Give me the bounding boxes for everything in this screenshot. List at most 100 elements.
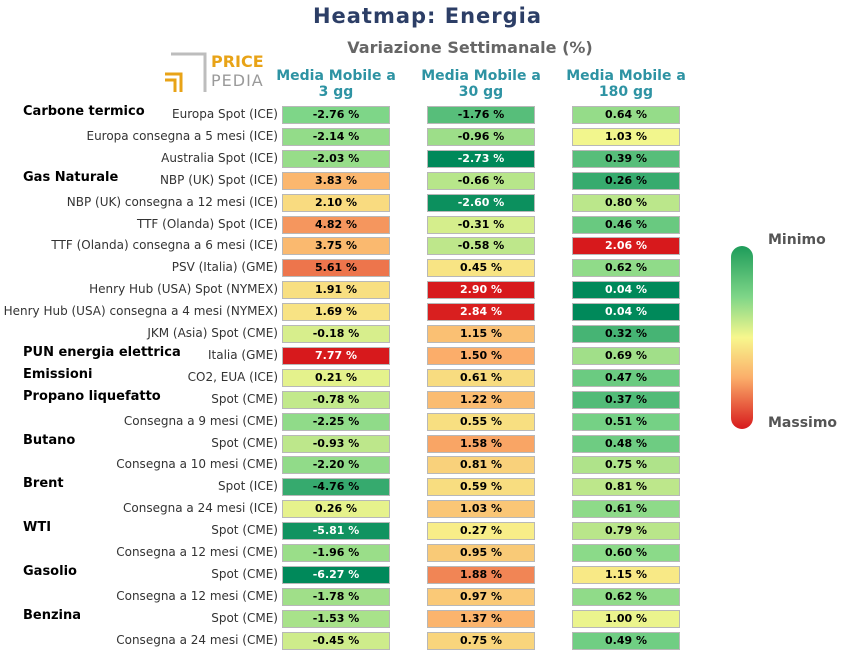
heatmap-cell: 2.10 %: [282, 193, 390, 212]
legend-color-scale: [731, 246, 753, 429]
legend-min-label: Minimo: [768, 232, 826, 248]
heatmap-cell: 5.61 %: [282, 259, 390, 278]
row-label: Italia (GME): [207, 347, 278, 362]
row-label: Spot (CME): [211, 610, 278, 625]
row-label: Spot (ICE): [218, 479, 278, 494]
row-label: JKM (Asia) Spot (CME): [147, 326, 278, 340]
row-category-label: PUN energia elettrica: [23, 344, 181, 360]
row-label: TTF (Olanda) Spot (ICE): [136, 216, 278, 231]
heatmap-cell: 0.81 %: [572, 478, 680, 497]
row-label: Henry Hub (USA) consegna a 4 mesi (NYMEX…: [3, 304, 278, 319]
row-label: Consegna a 9 mesi (CME): [123, 413, 278, 428]
row-label: NBP (UK) Spot (ICE): [159, 172, 278, 187]
heatmap-cell: 0.26 %: [572, 171, 680, 190]
heatmap-cell: 0.04 %: [572, 281, 680, 300]
heatmap-cell: 0.04 %: [572, 303, 680, 322]
heatmap-cell: 0.79 %: [572, 522, 680, 541]
column-header: Media Mobile a 30 gg: [416, 68, 546, 100]
heatmap-cell: -1.76 %: [427, 106, 535, 124]
row-label: Europa consegna a 5 mesi (ICE): [86, 128, 278, 143]
row-label: Consegna a 24 mesi (CME): [116, 632, 278, 647]
heatmap-cell: 0.97 %: [427, 587, 535, 606]
heatmap-cell: 0.21 %: [282, 368, 390, 387]
heatmap-cell: -0.96 %: [427, 127, 535, 146]
heatmap-cell: 0.55 %: [427, 412, 535, 431]
heatmap-cell: 1.03 %: [572, 127, 680, 146]
heatmap-cell: 0.37 %: [572, 390, 680, 409]
pricepedia-logo: PRICE PEDIA: [163, 52, 264, 94]
row-category-label: Carbone termico: [23, 104, 145, 119]
row-label: Spot (CME): [211, 523, 278, 538]
row-category-label: Benzina: [23, 607, 82, 623]
heatmap-cell: 1.88 %: [427, 565, 535, 584]
heatmap-cell: 1.58 %: [427, 434, 535, 453]
row-label: Spot (CME): [211, 435, 278, 450]
heatmap-cell: 0.27 %: [427, 522, 535, 541]
logo-text-price: PRICE: [211, 52, 264, 71]
column-header-line1: Media Mobile a: [276, 68, 396, 84]
heatmap-cell: -0.18 %: [282, 325, 390, 343]
row-category-label: Brent: [23, 476, 64, 492]
chart-title: Heatmap: Energia: [312, 4, 543, 28]
row-label: Spot (CME): [211, 566, 278, 581]
row-category-label: Butano: [23, 432, 76, 448]
heatmap-cell: 2.90 %: [427, 281, 535, 300]
heatmap-cell: 1.91 %: [282, 281, 390, 300]
heatmap-cell: 1.37 %: [427, 609, 535, 628]
row-label: CO2, EUA (ICE): [187, 369, 278, 384]
heatmap-cell: 0.46 %: [572, 215, 680, 234]
heatmap-cell: 0.75 %: [572, 456, 680, 475]
heatmap-cell: -0.31 %: [427, 215, 535, 234]
heatmap-cell: 3.83 %: [282, 171, 390, 190]
column-header: Media Mobile a 180 gg: [561, 68, 691, 100]
row-category-label: Gasolio: [23, 563, 77, 579]
heatmap-cell: 0.61 %: [427, 368, 535, 387]
column-header-line1: Media Mobile a: [566, 68, 686, 84]
heatmap-cell: 0.81 %: [427, 456, 535, 475]
heatmap-cell: 0.51 %: [572, 412, 680, 431]
heatmap-cell: 0.64 %: [572, 106, 680, 124]
row-label: Australia Spot (ICE): [161, 150, 278, 165]
heatmap-cell: 1.15 %: [572, 565, 680, 584]
heatmap-cell: -0.45 %: [282, 631, 390, 650]
row-label: PSV (Italia) (GME): [171, 260, 278, 275]
heatmap-cell: 0.62 %: [572, 587, 680, 606]
heatmap-cell: 0.39 %: [572, 149, 680, 168]
heatmap-cell: -2.73 %: [427, 149, 535, 168]
heatmap-cell: -6.27 %: [282, 565, 390, 584]
row-label: Consegna a 12 mesi (CME): [116, 588, 278, 603]
legend-max-label: Massimo: [768, 415, 838, 431]
heatmap-cell: -0.78 %: [282, 390, 390, 409]
column-header-line2: 180 gg: [598, 84, 654, 100]
heatmap-cell: 0.48 %: [572, 434, 680, 453]
row-category-label: Propano liquefatto: [23, 388, 161, 404]
heatmap-cell: -5.81 %: [282, 522, 390, 541]
heatmap-cell: 0.47 %: [572, 368, 680, 387]
heatmap-cell: -2.25 %: [282, 412, 390, 431]
heatmap-cell: 0.95 %: [427, 544, 535, 562]
chart-subtitle: Variazione Settimanale (%): [347, 38, 593, 57]
row-label: Henry Hub (USA) Spot (NYMEX): [89, 282, 278, 297]
heatmap-cell: 0.32 %: [572, 325, 680, 343]
heatmap-cell: -1.96 %: [282, 544, 390, 562]
row-label: Spot (CME): [211, 391, 278, 406]
heatmap-cell: 0.49 %: [572, 631, 680, 650]
heatmap-cell: 2.84 %: [427, 303, 535, 322]
heatmap-cell: 0.61 %: [572, 500, 680, 519]
row-label: NBP (UK) consegna a 12 mesi (ICE): [66, 194, 278, 209]
heatmap-cell: -4.76 %: [282, 478, 390, 497]
row-category-label: WTI: [23, 520, 52, 536]
heatmap-cell: -2.14 %: [282, 127, 390, 146]
heatmap-cell: 0.26 %: [282, 500, 390, 519]
row-category-label: Emissioni: [23, 366, 93, 382]
row-category-label: Gas Naturale: [23, 169, 119, 185]
heatmap-cell: 1.22 %: [427, 390, 535, 409]
heatmap-cell: 1.50 %: [427, 346, 535, 365]
heatmap-cell: 0.45 %: [427, 259, 535, 278]
logo-mark-icon: [165, 52, 207, 92]
row-label: TTF (Olanda) consegna a 6 mesi (ICE): [51, 238, 278, 253]
heatmap-cell: 0.75 %: [427, 631, 535, 650]
row-label: Consegna a 10 mesi (CME): [116, 457, 278, 472]
heatmap-cell: -2.60 %: [427, 193, 535, 212]
